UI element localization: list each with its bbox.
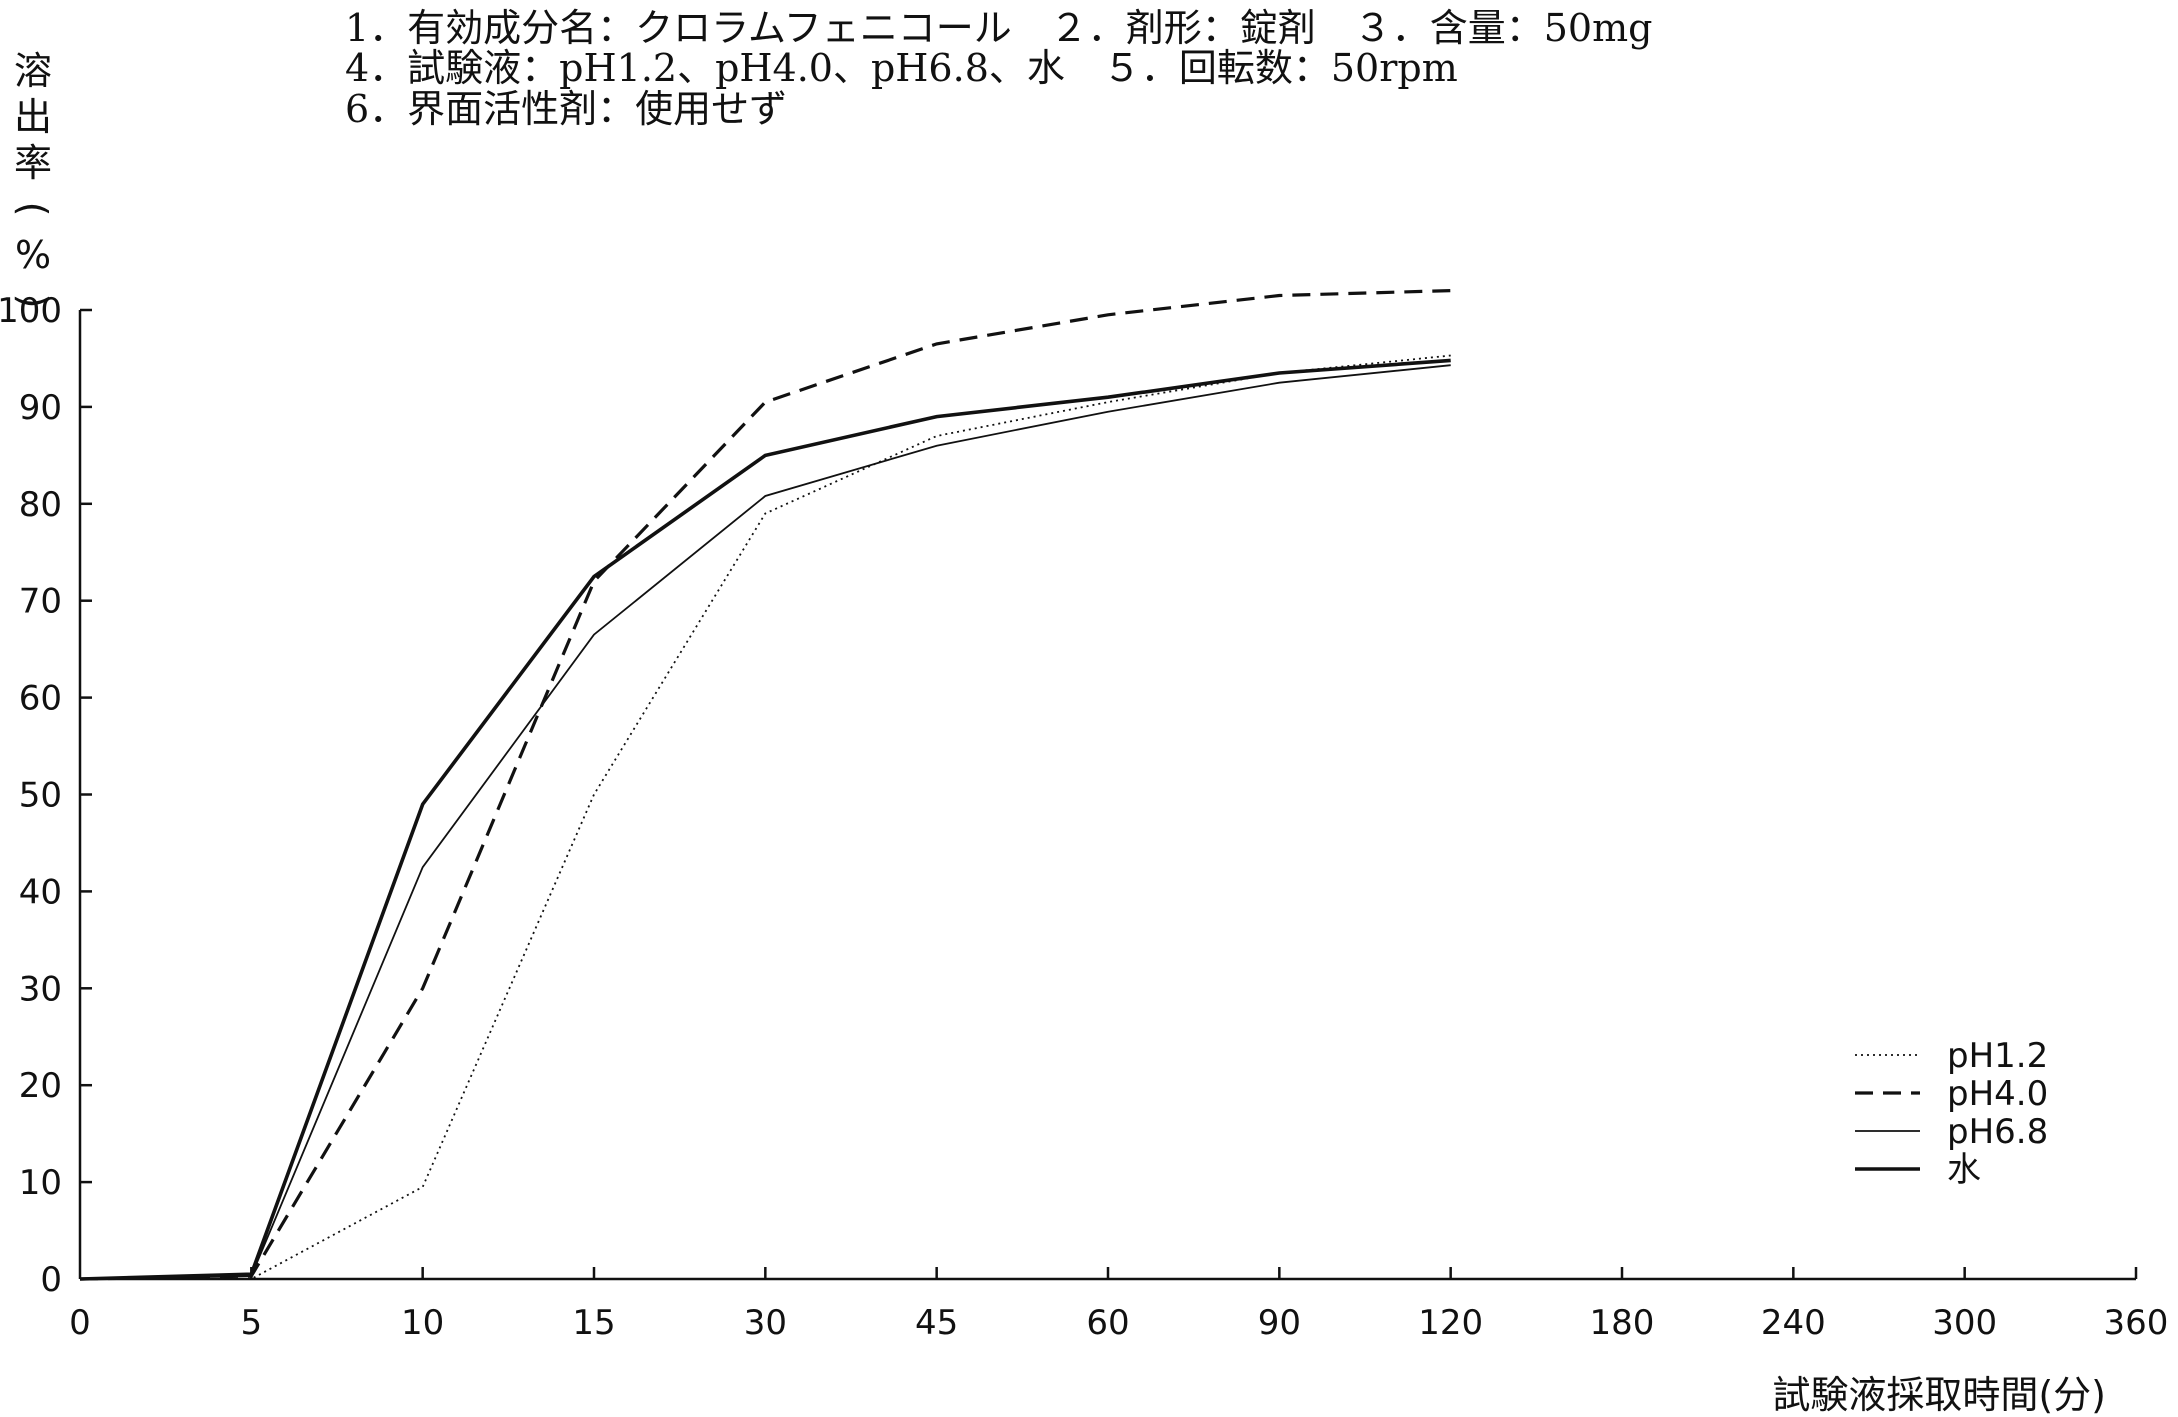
data-point <box>1278 381 1281 384</box>
x-tick-label: 360 <box>2104 1303 2169 1343</box>
legend-label: pH4.0 <box>1947 1074 2048 1114</box>
series-line-1 <box>80 354 1451 1280</box>
series-line-4 <box>79 358 1451 1281</box>
y-tick-label: 90 <box>19 388 62 428</box>
y-axis-label-char: % <box>14 233 52 277</box>
y-tick-label: 80 <box>19 485 62 525</box>
data-point <box>1449 359 1452 362</box>
y-tick-label: 0 <box>40 1260 62 1300</box>
y-axis-label-char: 溶 <box>13 49 52 93</box>
data-point <box>764 512 767 515</box>
x-tick-label: 90 <box>1258 1303 1301 1343</box>
x-tick-label: 45 <box>915 1303 958 1343</box>
data-point <box>593 793 596 796</box>
data-point <box>79 1278 82 1281</box>
x-tick-label: 300 <box>1932 1303 1997 1343</box>
data-point <box>764 401 767 404</box>
y-tick-label: 100 <box>0 291 62 331</box>
y-tick-label: 40 <box>19 872 62 912</box>
x-axis-label: 試験液採取時間(分) <box>1772 1373 2106 1417</box>
data-point <box>1449 364 1452 367</box>
legend-label: pH1.2 <box>1947 1036 2048 1076</box>
data-point <box>935 415 938 418</box>
y-axis-label: 溶出率(%) <box>8 48 58 324</box>
data-point <box>1107 410 1110 413</box>
data-point <box>935 434 938 437</box>
data-point <box>1278 294 1281 297</box>
y-axis-label-char: 出 <box>13 95 52 139</box>
x-tick-label: 0 <box>69 1303 91 1343</box>
header-line-1: 1．有効成分名：クロラムフェニコール ２．剤形：錠剤 ３．含量：50mg <box>345 6 1653 50</box>
data-point <box>764 495 767 498</box>
data-point <box>935 444 938 447</box>
x-tick-label: 120 <box>1418 1303 1483 1343</box>
y-tick-label: 50 <box>19 776 62 816</box>
data-point <box>1107 396 1110 399</box>
y-tick-label: 30 <box>19 969 62 1009</box>
data-point <box>421 987 424 990</box>
data-point <box>1278 371 1281 374</box>
data-point <box>421 866 424 869</box>
y-tick-label: 10 <box>19 1163 62 1203</box>
data-point <box>1449 354 1452 357</box>
y-tick-label: 60 <box>19 679 62 719</box>
data-point <box>250 1273 253 1276</box>
data-point <box>764 454 767 457</box>
y-tick-label: 20 <box>19 1066 62 1106</box>
data-point <box>935 342 938 345</box>
data-point <box>1107 401 1110 404</box>
legend-label: 水 <box>1947 1150 1981 1190</box>
legend-label: pH6.8 <box>1947 1112 2048 1152</box>
data-point <box>593 575 596 578</box>
data-point <box>1449 289 1452 292</box>
x-tick-label: 30 <box>744 1303 787 1343</box>
x-tick-label: 60 <box>1086 1303 1129 1343</box>
data-point <box>421 803 424 806</box>
data-point <box>1107 313 1110 316</box>
series-line-3 <box>79 364 1451 1280</box>
x-tick-label: 10 <box>401 1303 444 1343</box>
data-point <box>593 633 596 636</box>
data-point <box>421 1185 424 1188</box>
series-line-2 <box>79 289 1451 1281</box>
x-tick-label: 5 <box>241 1303 263 1343</box>
x-tick-label: 15 <box>572 1303 615 1343</box>
data-point <box>250 1278 253 1281</box>
y-axis-label-char: 率 <box>13 141 52 185</box>
x-tick-label: 180 <box>1590 1303 1655 1343</box>
header-line-2: 4．試験液：pH1.2、pH4.0、pH6.8、水 ５．回転数：50rpm <box>345 46 1458 90</box>
header-line-3: 6．界面活性剤：使用せず <box>345 87 788 131</box>
x-tick-label: 240 <box>1761 1303 1826 1343</box>
y-tick-label: 70 <box>19 582 62 622</box>
